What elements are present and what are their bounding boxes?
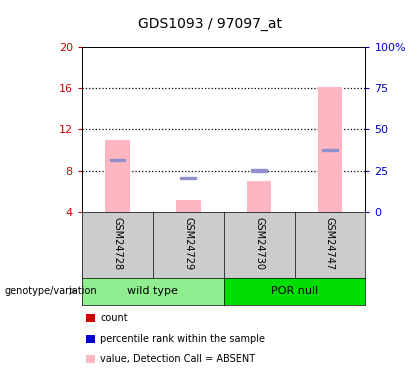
Text: count: count (100, 313, 128, 323)
Bar (181, 177, 196, 179)
Text: percentile rank within the sample: percentile rank within the sample (100, 334, 265, 344)
Text: wild type: wild type (127, 286, 178, 296)
Bar (176, 200, 201, 212)
Text: genotype/variation: genotype/variation (4, 286, 97, 296)
Text: GSM24728: GSM24728 (112, 217, 122, 270)
Text: value, Detection Call = ABSENT: value, Detection Call = ABSENT (100, 354, 255, 364)
Bar (105, 140, 130, 212)
Text: GSM24729: GSM24729 (183, 217, 193, 270)
Bar (318, 87, 342, 212)
Text: GSM24747: GSM24747 (325, 217, 335, 270)
Text: POR null: POR null (271, 286, 318, 296)
Bar (247, 181, 271, 212)
Text: GDS1093 / 97097_at: GDS1093 / 97097_at (138, 17, 282, 32)
Bar (110, 159, 125, 162)
Text: GSM24730: GSM24730 (254, 217, 264, 270)
Bar (322, 149, 338, 151)
Bar (251, 170, 267, 172)
